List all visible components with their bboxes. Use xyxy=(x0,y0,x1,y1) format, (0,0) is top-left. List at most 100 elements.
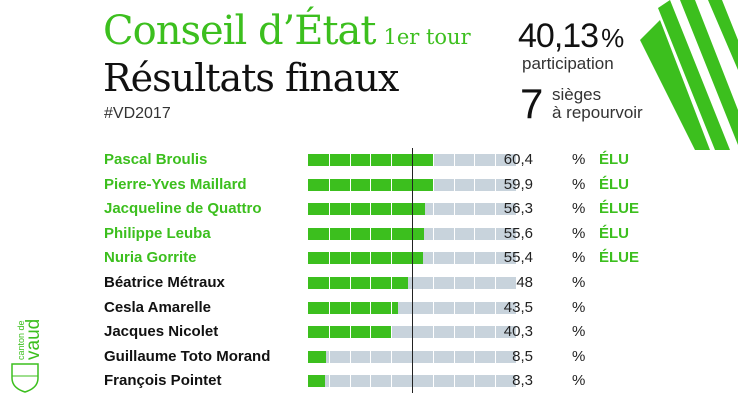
status-label: ÉLU xyxy=(599,151,629,168)
unit-label: % xyxy=(572,274,586,291)
bar-segment-divider xyxy=(495,375,497,388)
bar-segment-divider xyxy=(495,252,497,265)
chart-row: Guillaume Toto Morand 8,5 % xyxy=(0,347,738,371)
bar-segment-divider xyxy=(328,203,330,216)
bar-segment-divider xyxy=(432,178,434,191)
bar-segment-divider xyxy=(474,252,476,265)
bar-segment-divider xyxy=(391,301,393,314)
bar-segment-divider xyxy=(370,277,372,289)
bar-segment-divider xyxy=(453,154,455,166)
bar-segment-divider xyxy=(495,277,497,289)
bar-segment-divider xyxy=(453,326,455,339)
bar-segment-divider xyxy=(474,227,476,240)
bar-segment-divider xyxy=(391,178,393,191)
candidate-name: Béatrice Métraux xyxy=(104,274,225,291)
bar-segment-divider xyxy=(370,227,372,240)
bar-segment-divider xyxy=(349,375,351,388)
bar-segment-divider xyxy=(391,252,393,265)
bar-segment-divider xyxy=(328,277,330,289)
status-label: ÉLU xyxy=(599,175,629,193)
unit-label: % xyxy=(572,200,586,218)
bar-segment-divider xyxy=(391,277,393,289)
bar-segment-divider xyxy=(349,350,351,363)
bar-segment-divider xyxy=(453,227,455,240)
chart-row: Jacques Nicolet 40,3 % xyxy=(0,322,738,346)
bar-fill xyxy=(308,252,424,265)
chart-row: François Pointet 8,3 % xyxy=(0,371,738,395)
bar-segment-divider xyxy=(349,326,351,339)
bar-segment-divider xyxy=(432,203,434,216)
bar-segment-divider xyxy=(328,227,330,240)
title-text: Conseil d’État xyxy=(103,8,376,54)
status-label: ÉLU xyxy=(599,224,629,242)
unit-label: % xyxy=(572,372,586,390)
bar-segment-divider xyxy=(391,350,393,363)
bar-segment-divider xyxy=(495,326,497,339)
bar-segment-divider xyxy=(432,227,434,240)
status-label: ÉLUE xyxy=(599,249,640,267)
bar-segment-divider xyxy=(474,154,476,166)
bar-segment-divider xyxy=(495,203,497,216)
bar-segment-divider xyxy=(328,326,330,339)
bar-segment-divider xyxy=(495,227,497,240)
value-label: 43,5 xyxy=(503,298,533,316)
candidate-name: Pascal Broulis xyxy=(104,151,208,168)
participation-number: 40,13 xyxy=(518,17,599,55)
bar-segment-divider xyxy=(370,375,372,388)
status-label: ÉLUE xyxy=(599,200,640,218)
bar-segment-divider xyxy=(370,326,372,339)
bar-segment-divider xyxy=(495,154,497,166)
bar-segment-divider xyxy=(453,375,455,388)
canton-de-vaud-logo: canton de vaud xyxy=(11,319,44,393)
bar-segment-divider xyxy=(349,203,351,216)
bar-segment-divider xyxy=(495,301,497,314)
candidate-name: Pierre-Yves Maillard xyxy=(104,175,247,193)
bar-segment-divider xyxy=(349,277,351,289)
value-label: 40,3 xyxy=(503,323,533,341)
bar-segment-divider xyxy=(474,277,476,289)
candidate-name: Jacques Nicolet xyxy=(104,323,219,341)
bar-segment-divider xyxy=(370,301,372,314)
candidate-name: François Pointet xyxy=(104,372,222,390)
chart-row: Béatrice Métraux 48 % xyxy=(0,273,738,297)
bar-segment-divider xyxy=(432,350,434,363)
chart-row: Nuria Gorrite 55,4 % ÉLUE xyxy=(0,248,738,272)
title: Conseil d’État 1er tour xyxy=(103,8,471,54)
bar-segment-divider xyxy=(453,178,455,191)
chart-row: Jacqueline de Quattro 56,3 % ÉLUE xyxy=(0,199,738,223)
decorative-stripes xyxy=(640,0,738,150)
bar-fill xyxy=(308,277,408,289)
svg-text:vaud: vaud xyxy=(23,319,44,360)
unit-label: % xyxy=(572,298,586,316)
bar-fill xyxy=(308,203,426,216)
value-label: 59,9 xyxy=(503,175,533,193)
majority-line xyxy=(412,148,413,393)
bar-segment-divider xyxy=(432,252,434,265)
bar-fill xyxy=(308,375,326,388)
subtitle: Résultats finaux xyxy=(103,56,399,100)
seats-count: 7 xyxy=(520,80,544,127)
bar-segment-divider xyxy=(432,301,434,314)
bar-segment-divider xyxy=(349,301,351,314)
seats-label-2: à repourvoir xyxy=(552,103,643,122)
bar-segment-divider xyxy=(453,277,455,289)
bar-segment-divider xyxy=(328,375,330,388)
bar-segment-divider xyxy=(328,252,330,265)
bar-segment-divider xyxy=(432,154,434,166)
participation-unit: % xyxy=(601,23,624,53)
bar-segment-divider xyxy=(453,350,455,363)
value-label: 55,4 xyxy=(503,249,533,267)
bar-segment-divider xyxy=(453,203,455,216)
bar-segment-divider xyxy=(328,178,330,191)
bar-segment-divider xyxy=(328,301,330,314)
participation-value: 40,13% xyxy=(518,17,624,56)
bar-segment-divider xyxy=(370,178,372,191)
value-label: 56,3 xyxy=(503,200,533,218)
value-label: 60,4 xyxy=(503,151,533,168)
bar-segment-divider xyxy=(328,154,330,166)
chart-row: Philippe Leuba 55,6 % ÉLU xyxy=(0,224,738,248)
chart-row: Cesla Amarelle 43,5 % xyxy=(0,298,738,322)
bar-fill xyxy=(308,350,326,363)
bar-segment-divider xyxy=(432,277,434,289)
bar-segment-divider xyxy=(474,178,476,191)
